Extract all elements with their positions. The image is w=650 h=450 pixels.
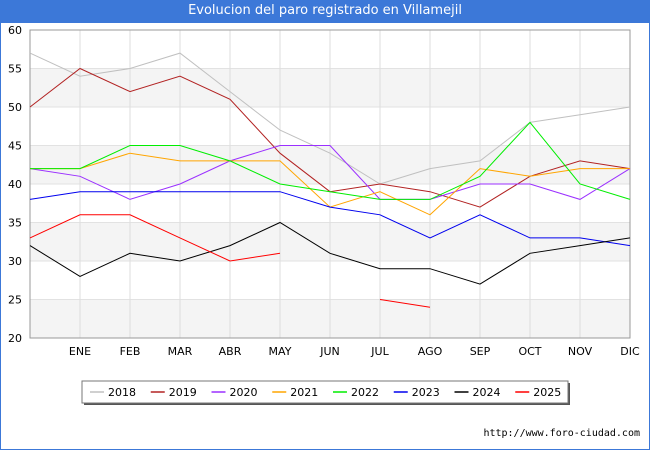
x-tick-label: JUN [319,345,340,358]
y-tick-label: 40 [8,178,22,191]
y-tick-label: 30 [8,255,22,268]
x-tick-label: DIC [620,345,640,358]
x-tick-label: MAR [168,345,193,358]
legend-label: 2025 [533,386,561,399]
legend-label: 2018 [108,386,136,399]
x-tick-label: MAY [269,345,292,358]
x-tick-label: SEP [470,345,491,358]
x-tick-label: AGO [418,345,443,358]
legend-label: 2019 [169,386,197,399]
y-tick-label: 25 [8,294,22,307]
legend-label: 2024 [473,386,501,399]
y-tick-label: 20 [8,332,22,345]
series-line-2020 [29,145,631,200]
x-tick-label: JUL [370,345,389,358]
series-line-2022 [30,121,631,200]
y-tick-label: 55 [8,63,22,76]
y-tick-label: 50 [8,101,22,114]
plot-area [29,29,631,339]
x-tick-label: OCT [518,345,541,358]
y-tick-label: 35 [8,217,22,230]
legend-label: 2022 [351,386,379,399]
x-tick-label: ABR [219,345,242,358]
legend-label: 2021 [290,386,318,399]
x-tick-label: NOV [568,345,593,358]
source-url: http://www.foro-ciudad.com [483,428,640,439]
series-line-2023 [29,191,631,247]
y-tick-label: 45 [8,140,22,153]
chart-title: Evolucion del paro registrado en Villame… [0,0,650,22]
legend-box [81,380,569,404]
series-line-2024 [29,221,631,285]
legend-label: 2020 [230,386,258,399]
series-line-2025 [29,214,431,308]
legend: 2018 2019 2020 2021 2022 2023 2024 2025 [81,380,570,405]
x-tick-label: FEB [120,345,141,358]
y-tick-label: 60 [8,24,22,37]
legend-label: 2023 [412,386,440,399]
x-tick-label: ENE [69,345,91,358]
